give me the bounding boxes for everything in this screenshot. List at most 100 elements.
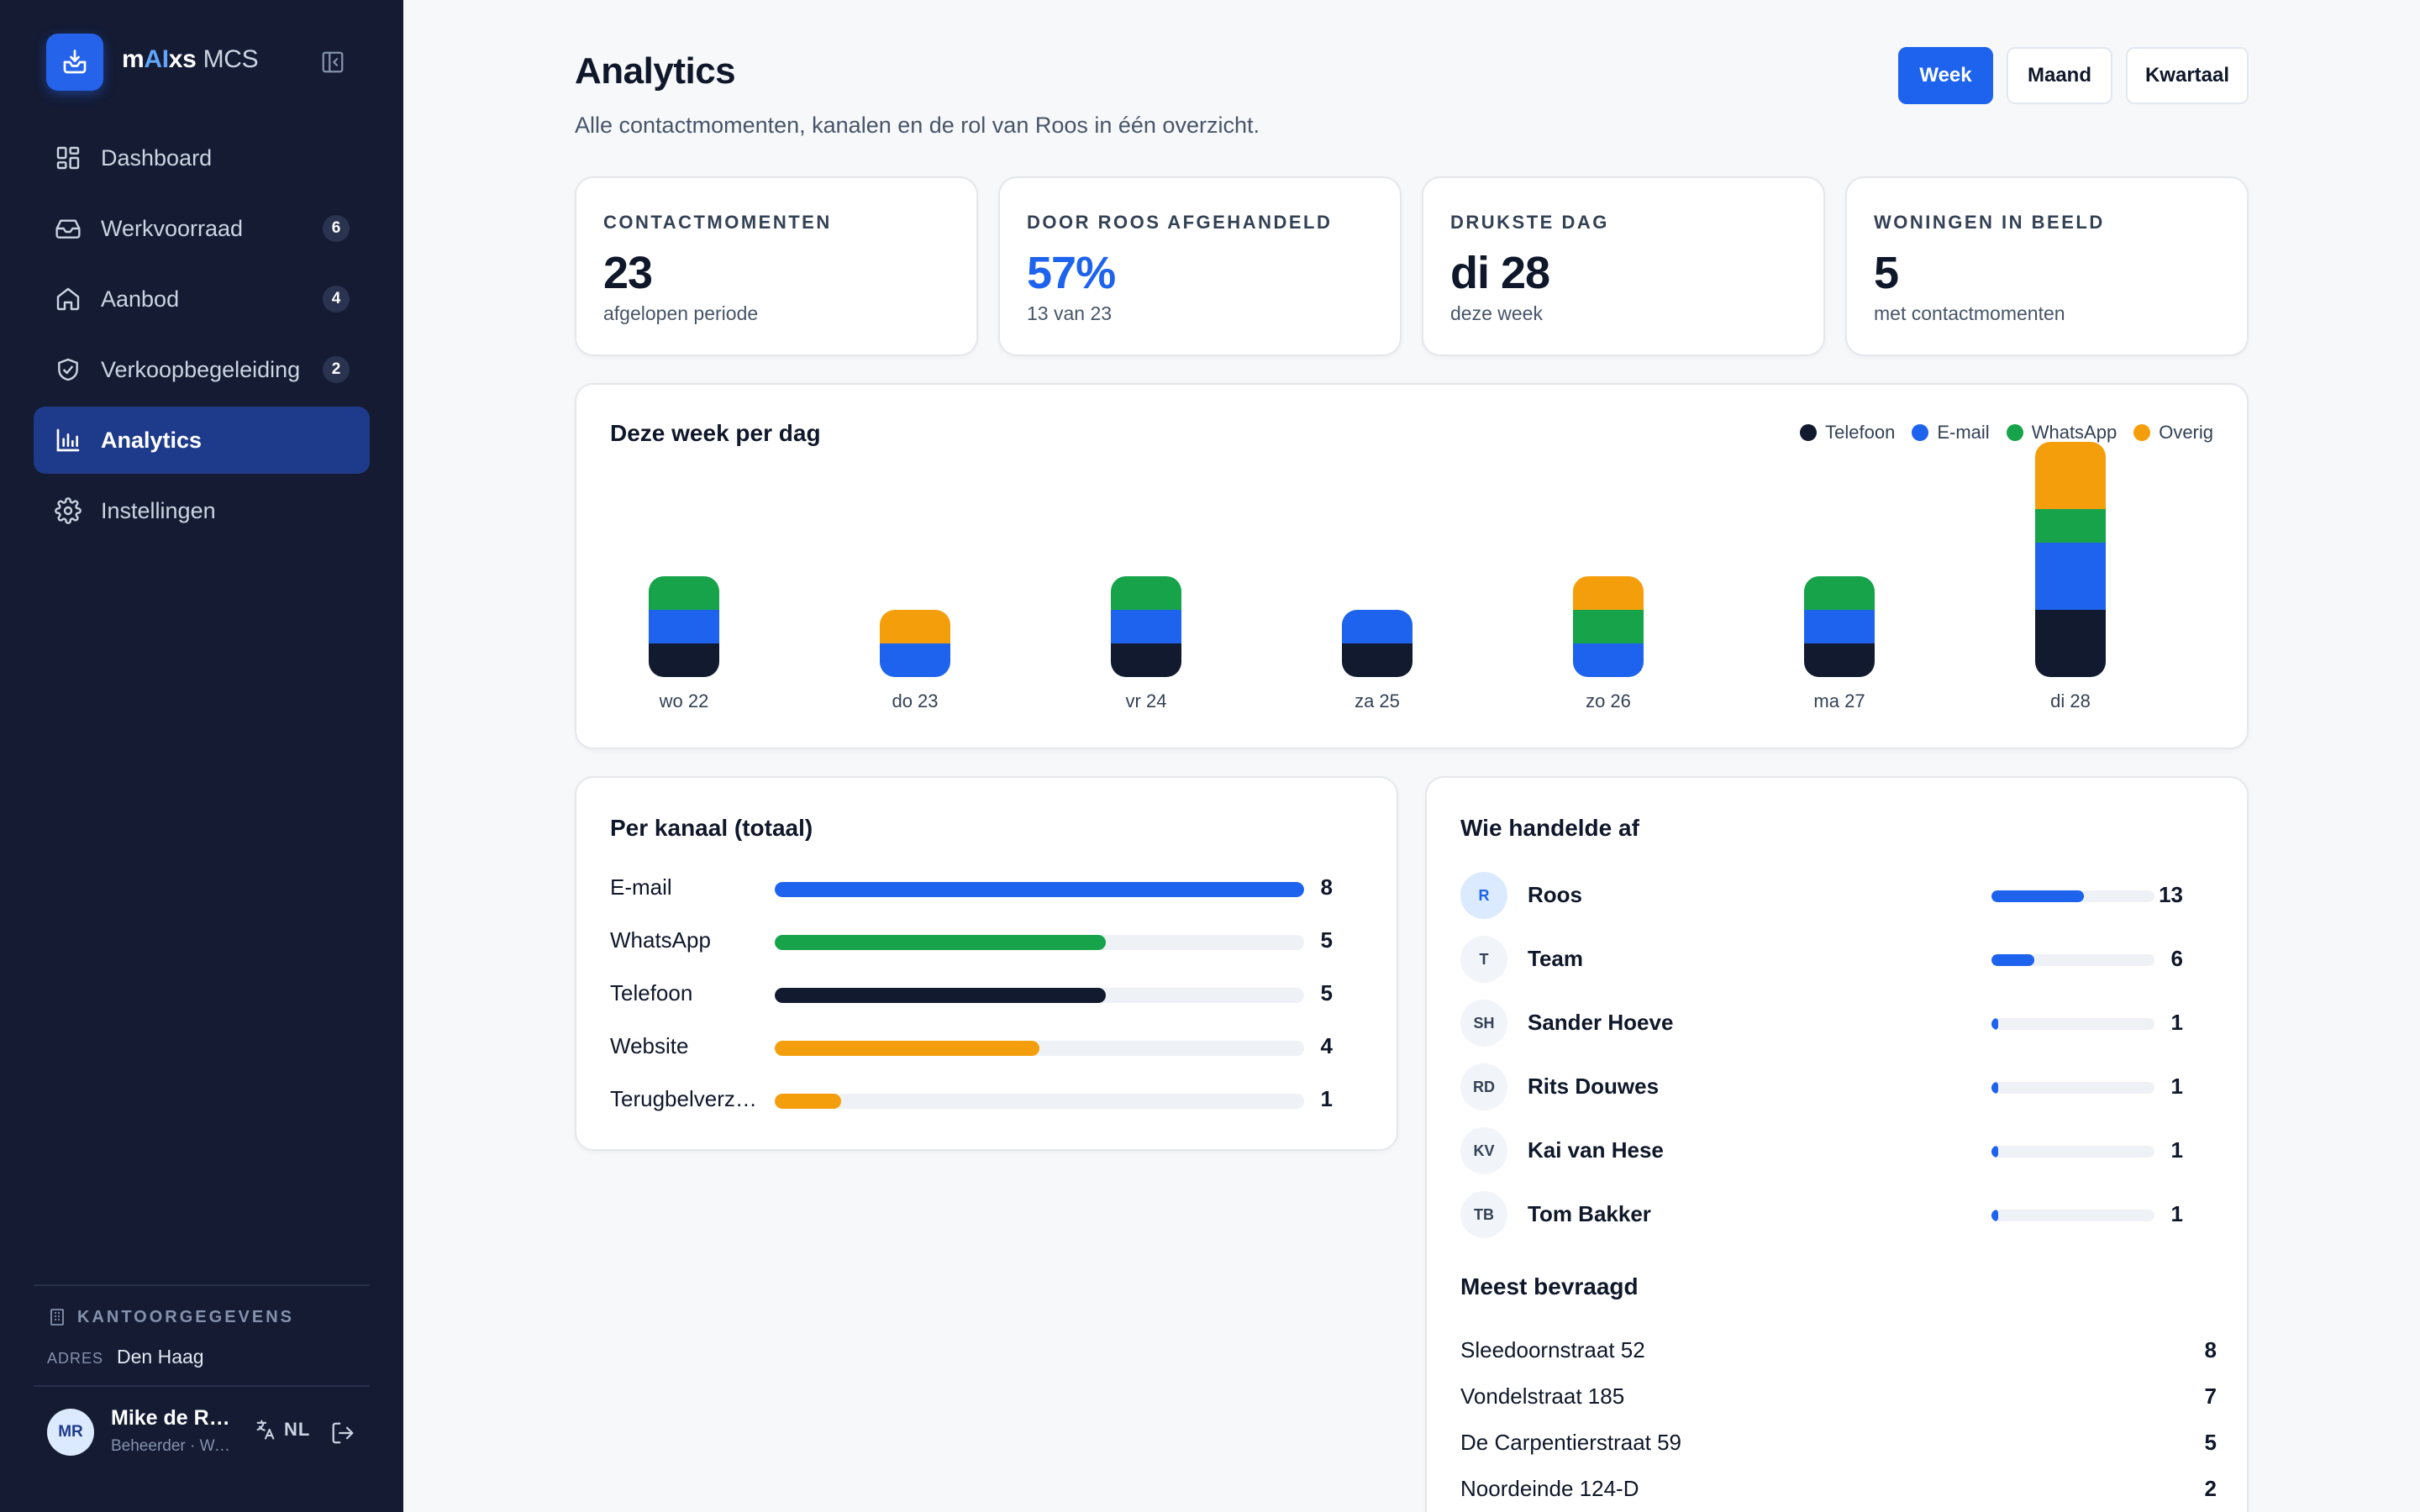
- handler-value: 1: [2170, 1074, 2183, 1099]
- week-chart-title: Deze week per dag: [610, 420, 821, 446]
- channel-bar-fill: [775, 935, 1106, 950]
- avatar: T: [1460, 936, 1507, 983]
- handler-bar-track: [1991, 1210, 2154, 1221]
- channel-label: Website: [610, 1033, 689, 1058]
- logout-button[interactable]: [328, 1418, 358, 1448]
- channel-bar-track: [775, 1041, 1304, 1056]
- address-value: Den Haag: [117, 1346, 204, 1368]
- handler-row: TB Tom Bakker 1: [1460, 1189, 2217, 1240]
- collapse-sidebar-button[interactable]: [318, 47, 348, 77]
- count-badge: 2: [323, 356, 350, 383]
- office-heading: KANTOORGEGEVENS: [47, 1307, 294, 1327]
- sidebar-collapse-icon: [322, 51, 344, 73]
- handler-value: 13: [2159, 882, 2183, 907]
- day-label: do 23: [892, 690, 939, 711]
- page-title: Analytics: [575, 50, 736, 92]
- handler-name: Kai van Hese: [1528, 1137, 1664, 1163]
- day-label: wo 22: [659, 690, 709, 711]
- bar-chart-icon: [54, 426, 82, 454]
- kpi-card-drukste-dag: DRUKSTE DAG di 28 deze week: [1422, 176, 1825, 356]
- sidebar-item-verkoopbegeleiding[interactable]: Verkoopbegeleiding 2: [34, 336, 370, 403]
- channel-label: Telefoon: [610, 980, 693, 1005]
- bar-stack[interactable]: [1573, 576, 1644, 677]
- avatar[interactable]: MR: [47, 1409, 94, 1456]
- kpi-value: 57%: [1027, 248, 1116, 298]
- sidebar-item-werkvoorraad[interactable]: Werkvoorraad 6: [34, 195, 370, 262]
- handler-row: KV Kai van Hese 1: [1460, 1126, 2217, 1176]
- sidebar-item-label: Aanbod: [101, 286, 180, 312]
- period-maand-button[interactable]: Maand: [2007, 47, 2112, 104]
- count-badge: 4: [323, 286, 350, 312]
- sidebar: mAIxs MCS Dashboard Werkvoorraad 6 Aanbo…: [0, 0, 403, 1512]
- office-address: ADRES Den Haag: [47, 1346, 204, 1368]
- kpi-value: 23: [603, 248, 653, 298]
- channel-bar-track: [775, 882, 1304, 897]
- chart-legend: Telefoon E-mail WhatsApp Overig: [1783, 422, 2213, 444]
- legend-dot: [2006, 424, 2023, 441]
- bar-segment-email: [1804, 610, 1875, 643]
- day-label: za 25: [1355, 690, 1400, 711]
- logo[interactable]: [46, 34, 103, 91]
- language-button[interactable]: NL: [254, 1418, 310, 1441]
- sidebar-item-analytics[interactable]: Analytics: [34, 407, 370, 474]
- bar-stack[interactable]: [1342, 610, 1413, 677]
- channel-value: 8: [1320, 874, 1333, 900]
- channels-card: Per kanaal (totaal) E-mail 8 WhatsApp 5 Tele…: [575, 776, 1398, 1151]
- avatar: R: [1460, 872, 1507, 919]
- channel-value: 5: [1320, 927, 1333, 953]
- channel-bar-fill: [775, 1041, 1039, 1056]
- sidebar-item-aanbod[interactable]: Aanbod 4: [34, 265, 370, 333]
- bar-segment-telefoon: [1111, 643, 1181, 677]
- bar-stack[interactable]: [880, 610, 950, 677]
- kpi-label: DOOR ROOS AFGEHANDELD: [1027, 212, 1333, 233]
- bar-segment-email: [1111, 610, 1181, 643]
- count-badge: 6: [323, 215, 350, 242]
- handler-bar-track: [1991, 1082, 2154, 1094]
- bar-stack[interactable]: [2035, 442, 2106, 677]
- channel-bar-fill: [775, 882, 1304, 897]
- avatar: TB: [1460, 1191, 1507, 1238]
- bar-segment-telefoon: [1804, 643, 1875, 677]
- sidebar-item-dashboard[interactable]: Dashboard: [34, 124, 370, 192]
- sidebar-item-instellingen[interactable]: Instellingen: [34, 477, 370, 544]
- handler-name: Roos: [1528, 882, 1582, 907]
- day-label: zo 26: [1586, 690, 1631, 711]
- kpi-label: CONTACTMOMENTEN: [603, 212, 832, 233]
- period-week-button[interactable]: Week: [1898, 47, 1993, 104]
- bar-segment-overig: [880, 610, 950, 643]
- most-asked-row[interactable]: Vondelstraat 185 7: [1460, 1383, 2217, 1417]
- channel-row: Website 4: [610, 1030, 1366, 1063]
- property-address: Noordeinde 124-D: [1460, 1476, 1639, 1501]
- bar-segment-email: [1342, 610, 1413, 643]
- handler-bar-fill: [1991, 954, 2034, 966]
- stacked-bar-chart: wo 22 do 23 vr 24 za 25 zo 26 ma 27 di 28: [576, 385, 2257, 746]
- handler-name: Team: [1528, 946, 1583, 971]
- property-count: 8: [2204, 1337, 2217, 1362]
- avatar: KV: [1460, 1127, 1507, 1174]
- handler-bar-fill: [1991, 890, 2084, 902]
- bar-stack[interactable]: [1111, 576, 1181, 677]
- channel-label: Terugbelverzoek: [610, 1086, 761, 1111]
- kpi-label: DRUKSTE DAG: [1450, 212, 1609, 233]
- channel-label: E-mail: [610, 874, 672, 900]
- handler-bar-fill: [1991, 1082, 1999, 1094]
- bar-stack[interactable]: [1804, 576, 1875, 677]
- bar-segment-whatsapp: [1573, 610, 1644, 643]
- bar-segment-email: [880, 643, 950, 677]
- translate-icon: [256, 1420, 275, 1440]
- legend-dot: [1912, 424, 1929, 441]
- most-asked-row[interactable]: Sleedoornstraat 52 8: [1460, 1337, 2217, 1371]
- handler-bar-fill: [1991, 1018, 1999, 1030]
- channel-bar-track: [775, 988, 1304, 1003]
- legend-item-email: E-mail: [1912, 422, 1990, 444]
- kpi-label: WONINGEN IN BEELD: [1874, 212, 2105, 233]
- inbox-download-icon: [63, 50, 87, 74]
- most-asked-row[interactable]: Noordeinde 124-D 2: [1460, 1476, 2217, 1509]
- most-asked-row[interactable]: De Carpentierstraat 59 5: [1460, 1430, 2217, 1463]
- bar-stack[interactable]: [649, 576, 719, 677]
- handler-row: RD Rits Douwes 1: [1460, 1062, 2217, 1112]
- bar-segment-email: [649, 610, 719, 643]
- day-label: di 28: [2050, 690, 2091, 711]
- legend-item-whatsapp: WhatsApp: [2006, 422, 2117, 444]
- period-kwartaal-button[interactable]: Kwartaal: [2126, 47, 2249, 104]
